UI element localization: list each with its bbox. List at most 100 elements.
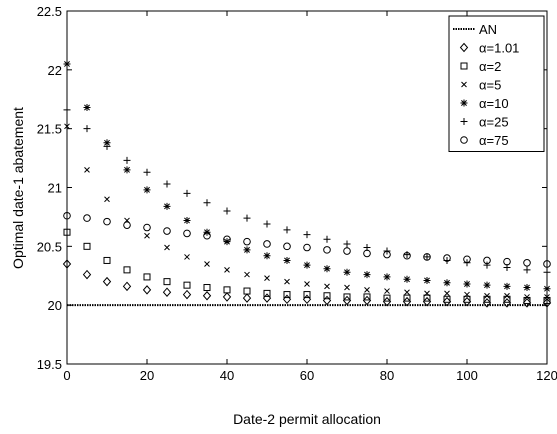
y-tick-label: 20: [48, 298, 62, 313]
data-point-series-6: [383, 250, 391, 259]
x-tick-label: 120: [536, 368, 557, 383]
data-point-series-1: [222, 292, 232, 302]
data-point-series-6: [443, 254, 451, 262]
x-tick-label: 40: [220, 368, 234, 383]
data-point-series-6: [103, 217, 111, 226]
data-point-series-4: [343, 268, 351, 276]
data-point-series-5: [543, 268, 551, 276]
data-point-series-5: [63, 106, 71, 114]
data-point-series-2: [123, 266, 131, 274]
data-point-series-2: [203, 284, 211, 292]
data-point-series-2: [443, 295, 451, 303]
data-point-series-5: [123, 156, 131, 164]
data-point-series-5: [183, 189, 191, 197]
legend-marker-series-3: [461, 81, 467, 88]
data-point-series-2: [63, 228, 71, 236]
y-tick-label: 21.5: [37, 122, 62, 137]
data-point-series-1: [182, 289, 192, 300]
data-point-series-1: [262, 293, 272, 303]
data-point-series-6: [63, 211, 71, 220]
data-point-series-1: [162, 287, 172, 297]
data-point-series-1: [382, 296, 392, 307]
data-point-series-4: [543, 285, 551, 293]
data-point-series-6: [163, 227, 171, 235]
data-point-series-4: [323, 265, 331, 273]
data-point-series-3: [264, 275, 270, 281]
data-point-series-1: [462, 296, 472, 307]
legend-label-series-2: α=2: [479, 59, 501, 74]
data-point-series-4: [523, 284, 531, 292]
y-tick-label: 19.5: [37, 357, 62, 372]
x-tick-label: 0: [63, 368, 70, 383]
data-point-series-6: [123, 221, 131, 229]
data-point-series-1: [342, 295, 352, 306]
data-point-series-6: [203, 231, 211, 240]
data-point-series-5: [483, 261, 491, 269]
data-point-series-2: [283, 291, 291, 299]
legend-label-series-6: α=75: [479, 133, 509, 148]
data-point-series-3: [524, 294, 530, 300]
x-tick-label: 100: [456, 368, 478, 383]
data-point-series-3: [344, 284, 350, 291]
data-point-series-2: [143, 273, 151, 281]
data-point-series-4: [263, 252, 271, 260]
data-point-series-2: [403, 294, 411, 302]
data-point-series-2: [243, 287, 251, 295]
data-point-series-4: [403, 275, 411, 283]
data-point-series-4: [483, 281, 491, 289]
data-point-series-1: [82, 269, 92, 280]
data-point-series-6: [543, 260, 551, 268]
data-point-series-4: [423, 276, 431, 284]
data-point-series-3: [504, 292, 510, 299]
data-point-series-1: [202, 290, 212, 301]
data-point-series-2: [383, 294, 391, 302]
legend-marker-series-4: [460, 99, 468, 107]
data-point-series-6: [223, 235, 231, 244]
data-point-series-2: [363, 293, 371, 301]
data-point-series-1: [322, 295, 332, 306]
data-point-series-3: [424, 290, 430, 297]
data-point-series-4: [123, 166, 131, 174]
data-point-series-6: [263, 240, 271, 248]
data-point-series-3: [384, 288, 390, 294]
data-point-series-5: [103, 142, 111, 150]
data-point-series-4: [463, 280, 471, 288]
data-point-series-4: [243, 246, 251, 254]
data-point-series-2: [343, 293, 351, 301]
data-point-series-4: [283, 256, 291, 264]
data-point-series-4: [443, 279, 451, 287]
data-point-series-1: [242, 293, 252, 303]
data-point-series-2: [323, 292, 331, 300]
y-tick-label: 20.5: [37, 239, 62, 254]
data-point-series-3: [164, 244, 170, 251]
legend-marker-series-2: [460, 62, 468, 70]
x-tick-label: 60: [300, 368, 314, 383]
data-point-series-2: [163, 278, 171, 286]
data-point-series-1: [522, 298, 532, 308]
data-point-series-6: [143, 223, 151, 232]
data-point-series-5: [343, 240, 351, 248]
data-point-series-5: [263, 220, 271, 228]
data-point-series-1: [362, 295, 372, 306]
data-point-series-3: [544, 294, 550, 300]
data-point-series-6: [183, 229, 191, 238]
data-point-series-1: [482, 298, 492, 308]
data-point-series-4: [183, 216, 191, 224]
data-point-series-2: [103, 256, 111, 264]
data-point-series-3: [204, 261, 210, 267]
data-point-series-6: [363, 249, 371, 258]
legend-label-series-4: α=10: [479, 96, 509, 111]
data-point-series-6: [323, 246, 331, 254]
data-point-series-5: [163, 180, 171, 188]
data-point-series-5: [303, 231, 311, 239]
data-point-series-5: [223, 207, 231, 215]
data-point-series-2: [463, 295, 471, 303]
data-point-series-4: [363, 271, 371, 279]
data-point-series-1: [62, 259, 72, 269]
data-point-series-1: [542, 298, 552, 308]
data-point-series-3: [324, 283, 330, 290]
data-point-series-6: [463, 255, 471, 264]
data-point-series-1: [302, 294, 312, 305]
data-point-series-5: [423, 253, 431, 261]
data-point-series-6: [503, 257, 511, 266]
